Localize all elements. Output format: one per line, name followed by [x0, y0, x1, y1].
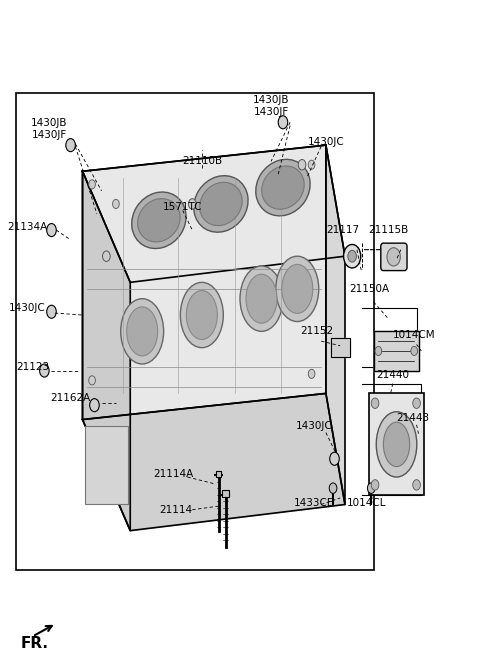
- Text: 21123: 21123: [16, 362, 49, 373]
- Ellipse shape: [120, 299, 164, 364]
- Text: 21114A: 21114A: [153, 469, 193, 479]
- Bar: [16, 93, 373, 570]
- Circle shape: [387, 248, 400, 266]
- Ellipse shape: [276, 256, 319, 321]
- Text: 21114: 21114: [159, 505, 192, 514]
- Text: 21134A: 21134A: [8, 222, 48, 232]
- Ellipse shape: [384, 422, 409, 466]
- Circle shape: [375, 346, 382, 355]
- Circle shape: [348, 250, 357, 262]
- Polygon shape: [373, 331, 419, 371]
- Circle shape: [47, 306, 56, 318]
- Polygon shape: [331, 338, 350, 357]
- Circle shape: [411, 346, 418, 355]
- Circle shape: [66, 139, 75, 152]
- Circle shape: [189, 198, 196, 209]
- Circle shape: [278, 116, 288, 129]
- Ellipse shape: [246, 274, 277, 323]
- Ellipse shape: [138, 198, 180, 242]
- Circle shape: [113, 199, 119, 208]
- Text: 21110B: 21110B: [182, 156, 222, 166]
- Text: 1430JC: 1430JC: [9, 304, 46, 313]
- Circle shape: [329, 483, 337, 493]
- Circle shape: [308, 369, 315, 378]
- Ellipse shape: [186, 290, 217, 340]
- Text: 1433CE: 1433CE: [294, 498, 334, 509]
- Text: FR.: FR.: [21, 637, 48, 652]
- Circle shape: [90, 399, 99, 412]
- Ellipse shape: [282, 264, 313, 313]
- Text: 21152: 21152: [300, 327, 333, 336]
- Circle shape: [367, 483, 375, 493]
- Circle shape: [47, 223, 56, 237]
- FancyBboxPatch shape: [381, 243, 407, 271]
- Circle shape: [413, 480, 420, 490]
- Text: 21115B: 21115B: [368, 225, 408, 235]
- Polygon shape: [83, 171, 130, 531]
- Polygon shape: [326, 145, 345, 505]
- Text: 1014CM: 1014CM: [393, 330, 435, 340]
- Ellipse shape: [180, 283, 223, 348]
- Text: 21150A: 21150A: [349, 284, 389, 294]
- Polygon shape: [83, 145, 326, 420]
- Text: 1430JC: 1430JC: [296, 421, 332, 431]
- Text: 1430JC: 1430JC: [308, 137, 344, 147]
- Ellipse shape: [200, 182, 242, 225]
- Text: 1571TC: 1571TC: [163, 202, 203, 212]
- Bar: [369, 394, 424, 495]
- Bar: [222, 490, 229, 497]
- Polygon shape: [83, 394, 345, 531]
- Ellipse shape: [240, 266, 283, 331]
- Ellipse shape: [132, 192, 186, 248]
- Ellipse shape: [376, 412, 417, 477]
- Text: 1014CL: 1014CL: [347, 498, 386, 509]
- Circle shape: [413, 398, 420, 409]
- Polygon shape: [83, 145, 345, 283]
- Ellipse shape: [256, 160, 310, 216]
- Circle shape: [298, 160, 306, 170]
- Ellipse shape: [194, 175, 248, 232]
- Circle shape: [89, 376, 96, 385]
- Circle shape: [308, 160, 315, 170]
- Bar: [216, 470, 221, 477]
- Circle shape: [103, 251, 110, 261]
- Ellipse shape: [262, 166, 304, 210]
- Bar: [85, 426, 128, 505]
- Ellipse shape: [127, 307, 157, 356]
- Text: 21443: 21443: [396, 413, 429, 423]
- Circle shape: [371, 480, 379, 490]
- Text: 1430JB
1430JF: 1430JB 1430JF: [253, 95, 289, 117]
- Circle shape: [344, 244, 361, 268]
- Text: 21117: 21117: [326, 225, 359, 235]
- Text: 21162A: 21162A: [50, 393, 91, 403]
- Circle shape: [89, 180, 96, 189]
- Text: 1430JB
1430JF: 1430JB 1430JF: [31, 118, 67, 139]
- Circle shape: [371, 398, 379, 409]
- Circle shape: [39, 364, 49, 377]
- Circle shape: [330, 452, 339, 465]
- Text: 21440: 21440: [376, 370, 409, 380]
